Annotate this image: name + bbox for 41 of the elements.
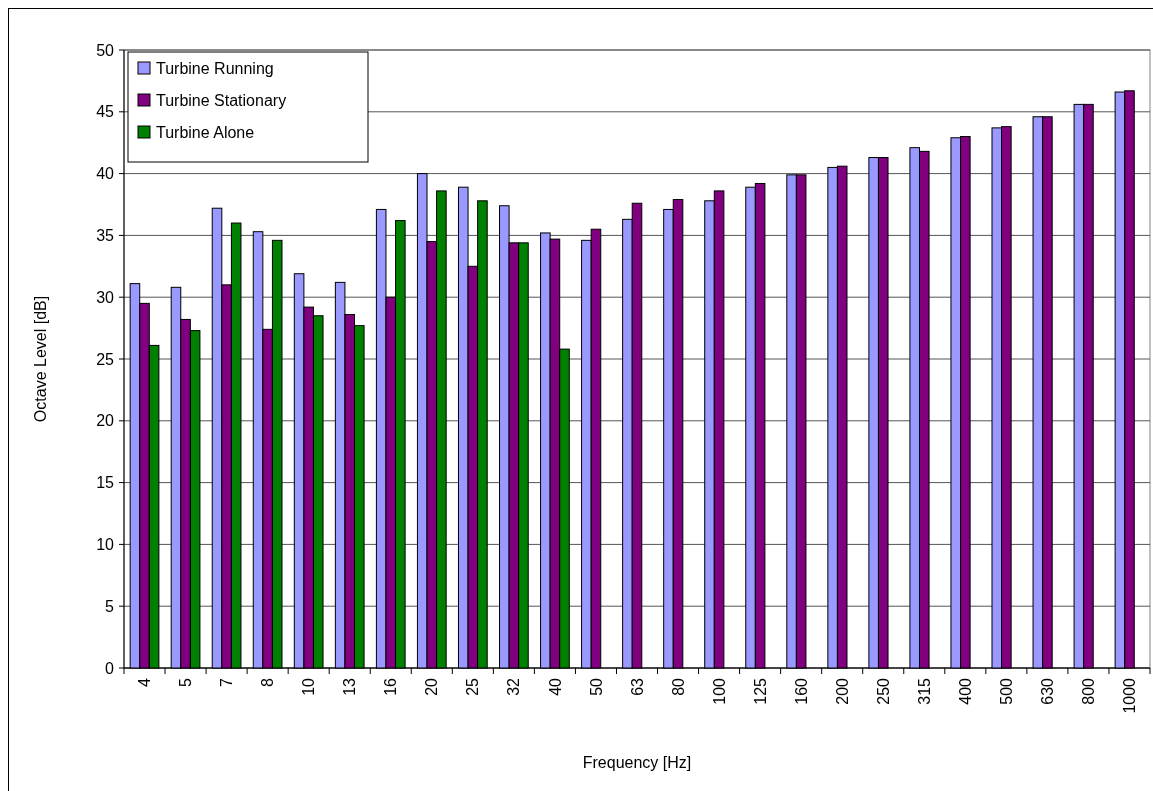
- x-tick-label: 80: [669, 677, 687, 696]
- legend-label: Turbine Running: [156, 59, 274, 77]
- x-tick-label: 4: [136, 677, 154, 687]
- y-tick-label: 30: [96, 288, 115, 306]
- x-tick-label: 16: [382, 677, 400, 696]
- y-tick-label: 50: [96, 41, 115, 59]
- x-tick-label: 1000: [1121, 677, 1139, 714]
- y-tick-label: 45: [96, 103, 115, 121]
- x-tick-label: 125: [751, 677, 769, 705]
- x-tick-label: 7: [218, 677, 236, 687]
- x-tick-label: 500: [997, 677, 1015, 705]
- x-tick-label: 315: [915, 677, 933, 705]
- x-tick-label: 20: [423, 677, 441, 696]
- y-tick-label: 5: [105, 597, 115, 615]
- y-tick-label: 15: [96, 474, 115, 492]
- y-tick-label: 0: [105, 659, 115, 677]
- x-tick-label: 400: [956, 677, 974, 705]
- x-tick-label: 800: [1080, 677, 1098, 705]
- y-axis-title: Octave Level [dB]: [32, 295, 49, 423]
- x-axis-title: Frequency [Hz]: [582, 754, 692, 771]
- y-tick-label: 20: [96, 412, 115, 430]
- legend-label: Turbine Alone: [156, 123, 255, 141]
- x-tick-label: 250: [874, 677, 892, 705]
- x-tick-label: 63: [628, 677, 646, 696]
- x-tick-label: 50: [587, 677, 605, 696]
- x-tick-label: 40: [546, 677, 564, 696]
- x-tick-label: 200: [833, 677, 851, 705]
- x-tick-label: 630: [1039, 677, 1056, 705]
- y-tick-label: 40: [96, 165, 115, 183]
- x-tick-label: 32: [505, 677, 523, 696]
- legend-label: Turbine Stationary: [156, 91, 287, 109]
- x-tick-label: 13: [341, 677, 359, 696]
- x-tick-label: 8: [259, 677, 277, 687]
- x-tick-label: 100: [710, 677, 728, 705]
- y-tick-label: 10: [96, 536, 115, 553]
- x-tick-label: 10: [300, 677, 318, 696]
- y-tick-label: 35: [96, 227, 115, 244]
- x-tick-label: 5: [177, 677, 195, 687]
- x-tick-label: 160: [792, 677, 810, 705]
- y-tick-label: 25: [96, 350, 115, 368]
- x-tick-label: 25: [464, 677, 482, 696]
